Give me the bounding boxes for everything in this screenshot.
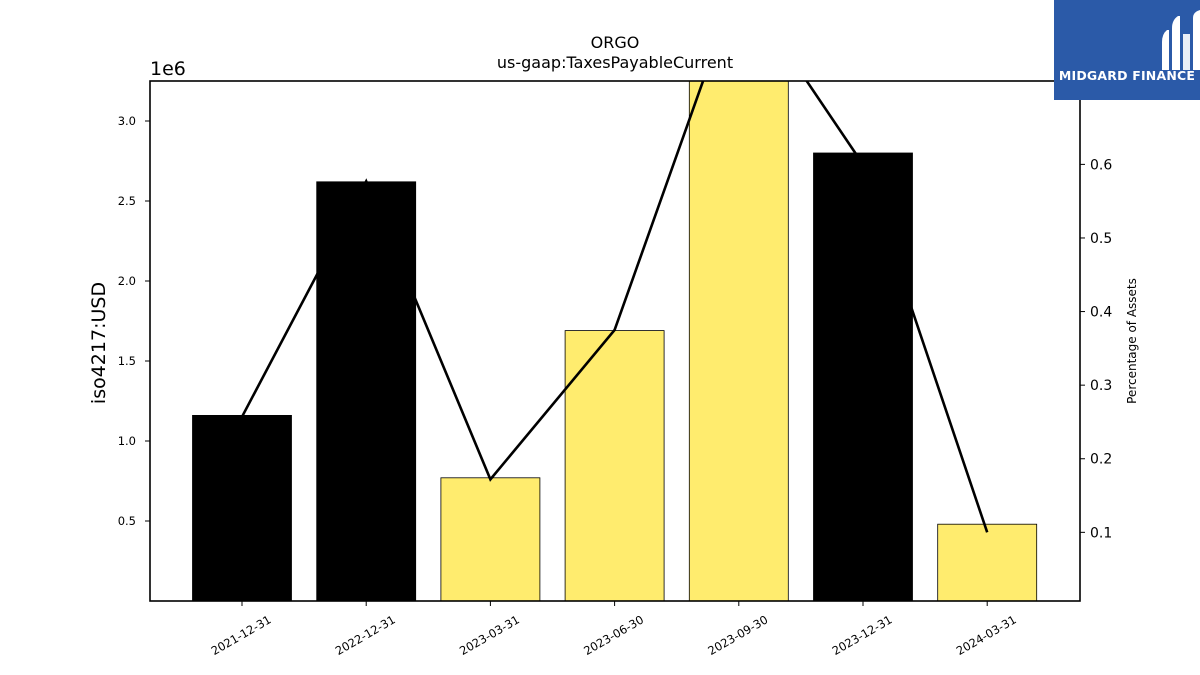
percentage-line [240,81,989,533]
bar-2023-03-31 [440,477,541,601]
bar-2024-03-31 [937,523,1038,601]
y-tick-label: 1.5 [118,354,136,368]
line-group [240,81,989,533]
brand-logo: MIDGARD FINANCE [1054,0,1200,100]
y2-axis: 0.1 0.2 0.3 0.4 0.5 0.6 [1080,157,1112,541]
y-offset-text: 1e6 [150,58,186,80]
midgard-logo-icon [1162,10,1200,70]
bar-2022-12-31 [316,181,417,601]
y2-tick-label: 0.6 [1090,157,1112,173]
chart-subtitle: us-gaap:TaxesPayableCurrent [497,53,733,72]
y2-tick-label: 0.3 [1090,378,1112,394]
chart-title: ORGO [591,33,640,52]
x-tick-label: 2022-12-31 [333,612,398,658]
bar-2023-12-31 [813,152,913,601]
y-tick-label: 3.0 [118,114,136,128]
x-tick-label: 2024-03-31 [954,612,1019,658]
x-tick-label: 2023-06-30 [581,612,646,658]
y-tick-label: 2.5 [118,194,136,208]
y2-tick-label: 0.1 [1090,525,1112,541]
logo-text: MIDGARD FINANCE [1058,68,1196,83]
y2-tick-label: 0.2 [1090,452,1112,468]
x-tick-label: 2023-12-31 [830,612,895,658]
y2-tick-label: 0.5 [1090,231,1112,247]
x-axis: 2021-12-31 2022-12-31 2023-03-31 2023-06-30… [209,601,1019,658]
y-tick-label: 0.5 [118,514,136,528]
y-tick-label: 1.0 [118,434,136,448]
y-axis-label: iso4217:USD [88,282,110,404]
y2-tick-label: 0.4 [1090,305,1112,321]
y-tick-label: 2.0 [118,274,136,288]
x-tick-label: 2021-12-31 [209,612,274,658]
bar-2021-12-31 [192,414,292,601]
bar-2023-09-30 [688,81,789,601]
bars-group [192,81,1038,601]
bar-2023-06-30 [564,330,665,601]
x-tick-label: 2023-09-30 [705,612,770,658]
x-tick-label: 2023-03-31 [457,612,522,658]
y2-axis-label: Percentage of Assets [1125,278,1139,404]
y-axis: 0.5 1.0 1.5 2.0 2.5 3.0 [118,114,150,528]
